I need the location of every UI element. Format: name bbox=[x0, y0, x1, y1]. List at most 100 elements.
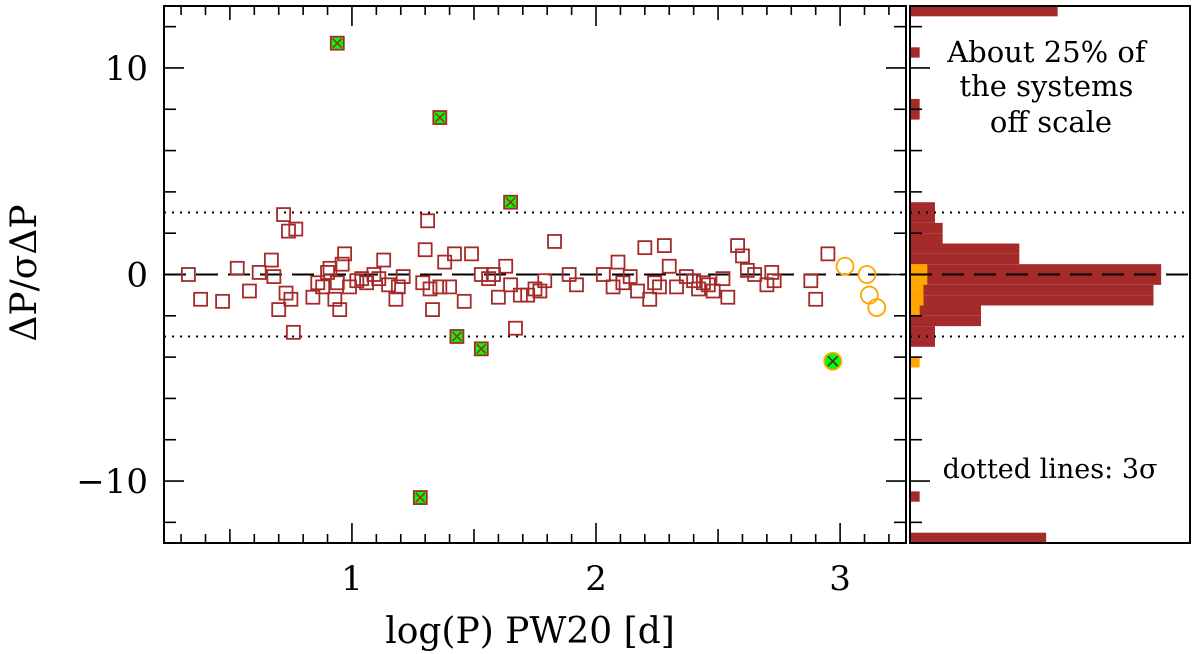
off-scale-note-line-1: About 25% of bbox=[946, 35, 1148, 69]
data-point-square bbox=[442, 279, 457, 295]
data-point-circle bbox=[857, 265, 877, 284]
data-point-square bbox=[417, 242, 433, 258]
data-point-square bbox=[437, 254, 453, 270]
data-point-square bbox=[215, 293, 230, 309]
histogram-bar bbox=[911, 305, 981, 316]
data-point-square-cross bbox=[329, 35, 345, 51]
data-point-square bbox=[610, 254, 626, 270]
data-point-square bbox=[381, 277, 396, 293]
data-point-square bbox=[332, 302, 348, 318]
data-point-square bbox=[276, 207, 291, 223]
data-point-square bbox=[696, 275, 711, 291]
histogram-bar bbox=[911, 315, 981, 327]
data-point-square-cross bbox=[412, 490, 428, 505]
data-point-square bbox=[337, 246, 353, 262]
data-point-square bbox=[376, 252, 392, 268]
histogram-bar bbox=[911, 6, 1058, 17]
data-point-square bbox=[764, 265, 780, 280]
data-point-square bbox=[310, 275, 326, 291]
data-point-square bbox=[390, 279, 406, 295]
x-axis-label: log(P) PW20 [d] bbox=[385, 611, 675, 652]
y-axis-label: ΔP/σΔP bbox=[4, 204, 45, 341]
histogram-bar bbox=[911, 98, 920, 110]
y-tick-label: 0 bbox=[126, 256, 148, 296]
data-point-square bbox=[537, 273, 553, 289]
scatter-panel: 1 2 3 −10 0 10 bbox=[76, 5, 907, 599]
data-point-square bbox=[532, 283, 548, 299]
off-scale-note-line-2: the systems bbox=[959, 69, 1133, 103]
data-point-square bbox=[266, 269, 282, 284]
x-tick-label: 3 bbox=[829, 559, 851, 599]
histogram-bar bbox=[911, 274, 1162, 285]
data-point-square bbox=[334, 256, 350, 272]
histogram-bar bbox=[911, 233, 943, 244]
data-point-square bbox=[181, 267, 196, 282]
data-point-square bbox=[686, 273, 702, 289]
data-point-square-cross bbox=[432, 110, 448, 125]
data-point-square bbox=[498, 258, 514, 274]
data-point-square bbox=[647, 275, 662, 291]
histogram-bar-subset bbox=[911, 357, 920, 368]
data-point-square bbox=[508, 320, 523, 336]
data-point-square bbox=[486, 267, 501, 282]
histogram-bar-subset bbox=[911, 274, 928, 285]
data-point-square bbox=[747, 267, 763, 282]
histogram-bar-subset bbox=[911, 284, 924, 296]
data-point-square bbox=[271, 302, 287, 318]
data-point-square bbox=[447, 246, 462, 262]
y-tick-label: 10 bbox=[105, 49, 148, 89]
data-point-square bbox=[456, 293, 472, 309]
data-point-square bbox=[425, 302, 440, 318]
data-point-square bbox=[637, 240, 653, 256]
histogram-bar bbox=[911, 243, 1020, 254]
data-point-square bbox=[315, 279, 331, 295]
data-point-square bbox=[349, 273, 365, 289]
data-point-square bbox=[730, 238, 745, 253]
histogram-bar bbox=[911, 491, 920, 502]
data-point-square-cross bbox=[503, 194, 518, 210]
off-scale-note: About 25% of the systems off scale bbox=[946, 35, 1155, 139]
histogram-bar bbox=[911, 336, 935, 347]
data-point-square bbox=[229, 260, 245, 276]
histogram-bar bbox=[911, 109, 920, 120]
data-point-square bbox=[305, 289, 321, 305]
data-point-square bbox=[569, 277, 584, 293]
data-point-square bbox=[288, 221, 304, 237]
data-point-square bbox=[735, 248, 750, 264]
data-point-square-cross bbox=[473, 341, 489, 357]
data-point-square bbox=[642, 291, 658, 307]
data-point-square bbox=[622, 269, 638, 284]
histogram-bar bbox=[911, 202, 935, 213]
data-point-square bbox=[595, 267, 611, 282]
data-point-square bbox=[242, 283, 257, 299]
data-point-square bbox=[808, 291, 824, 307]
data-point-square bbox=[652, 279, 667, 295]
data-point-circle bbox=[867, 298, 887, 317]
data-point-square bbox=[388, 291, 404, 307]
data-point-square bbox=[464, 246, 479, 262]
x-tick-label: 2 bbox=[585, 559, 607, 599]
data-point-square bbox=[420, 213, 436, 229]
histogram-bar bbox=[911, 532, 1047, 543]
data-point-square bbox=[661, 258, 677, 274]
data-point-square bbox=[422, 281, 438, 297]
histogram-bar-subset bbox=[911, 305, 920, 316]
x-tick-label: 1 bbox=[341, 559, 363, 599]
data-point-square bbox=[327, 291, 343, 307]
data-point-square bbox=[283, 291, 299, 307]
histogram-bar bbox=[911, 295, 1154, 306]
histogram-bar bbox=[911, 264, 1162, 275]
data-point-square bbox=[715, 271, 731, 287]
histogram-bar bbox=[911, 47, 920, 58]
histogram-bar bbox=[911, 253, 1020, 265]
data-point-square bbox=[432, 279, 448, 295]
data-point-square bbox=[251, 265, 267, 280]
histogram-bar bbox=[911, 284, 1154, 296]
data-point-circle bbox=[835, 256, 855, 276]
data-point-square bbox=[285, 324, 301, 340]
data-point-square bbox=[820, 246, 836, 262]
data-point-square bbox=[547, 234, 562, 249]
histogram-bar-subset bbox=[911, 264, 928, 275]
data-point-square bbox=[705, 283, 721, 299]
